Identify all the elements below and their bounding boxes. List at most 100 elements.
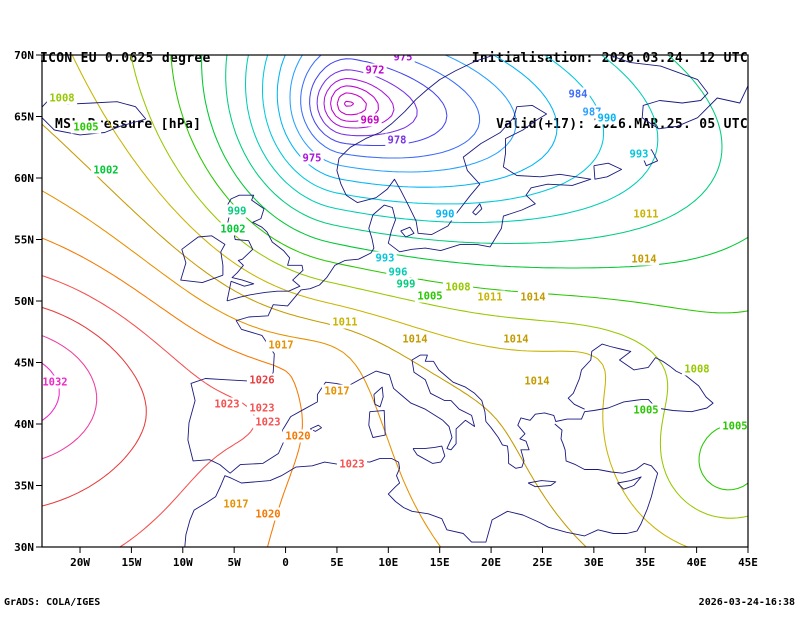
isobar-981 — [309, 58, 448, 147]
contour-label: 1023 — [339, 459, 364, 471]
isobar-1029 — [42, 335, 98, 460]
contour-label-mask — [517, 290, 549, 304]
contour-label: 1014 — [631, 254, 656, 266]
contour-label-mask — [474, 290, 506, 304]
isobar-987 — [289, 55, 517, 173]
contour-label: 999 — [228, 206, 247, 218]
isobar-1017 — [42, 190, 442, 547]
contour-label-mask — [336, 457, 368, 471]
contour-label: 1014 — [503, 334, 528, 346]
contour-label: 1020 — [255, 509, 280, 521]
lon-tick-label: 15E — [430, 556, 450, 569]
contour-label-layer: 9759729699789759849879909931008100510029… — [42, 55, 748, 521]
coastline-great-britain — [225, 194, 304, 302]
contour-label: 993 — [630, 149, 649, 161]
contour-label: 1005 — [722, 421, 747, 433]
isobar-993 — [261, 55, 605, 205]
lon-tick-label: 10E — [378, 556, 398, 569]
isobar-1002 — [201, 55, 748, 269]
coastline-lake-ladoga — [593, 162, 623, 180]
lon-tick-label: 30E — [584, 556, 604, 569]
lat-tick-label: 30N — [14, 541, 34, 554]
contour-label: 972 — [366, 65, 385, 77]
contour-label: 990 — [436, 209, 455, 221]
lat-tick-label: 35N — [14, 480, 34, 493]
isobar-1020 — [42, 237, 303, 547]
contour-label: 1011 — [477, 292, 502, 304]
coastline-europe-mainland — [187, 55, 714, 474]
coastline-mallorca — [310, 424, 322, 432]
contour-label: 993 — [376, 253, 395, 265]
contour-label: 1017 — [223, 499, 248, 511]
contour-label-mask — [394, 277, 418, 291]
contour-label: 1020 — [285, 431, 310, 443]
coastline-sardinia — [368, 410, 386, 438]
contour-label-mask — [521, 374, 553, 388]
coastline-zealand — [400, 226, 415, 238]
contour-label-mask — [225, 204, 249, 218]
lat-tick-label: 45N — [14, 357, 34, 370]
contour-label: 1014 — [402, 334, 427, 346]
contour-label: 1014 — [520, 292, 545, 304]
contour-label: 1011 — [332, 317, 357, 329]
contour-label-mask — [719, 419, 748, 433]
contour-label-mask — [630, 207, 662, 221]
coastline-sicily — [412, 445, 446, 464]
contour-label: 1002 — [220, 224, 245, 236]
contour-label: 1005 — [417, 291, 442, 303]
coastline-anatolia-levant-africa — [184, 423, 659, 547]
contour-label-mask — [252, 507, 284, 521]
contour-label-mask — [282, 429, 314, 443]
contour-label: 1005 — [633, 405, 658, 417]
contour-label-mask — [373, 251, 397, 265]
contour-label-mask — [329, 315, 361, 329]
lat-tick-label: 40N — [14, 418, 34, 431]
contour-label-mask — [252, 415, 284, 429]
contour-label-mask — [628, 252, 660, 266]
contour-label: 1005 — [73, 122, 98, 134]
contour-label-mask — [595, 111, 619, 125]
axes-layer: 70N 65N 60N 55N 50N 45N 40N 35N 30N 20W 15W 10W 5W 0 5… — [14, 49, 758, 569]
contour-label-mask — [386, 265, 410, 279]
coastline-gotland — [472, 203, 483, 216]
contour-label: 1008 — [684, 364, 709, 376]
contour-label: 1017 — [324, 386, 349, 398]
lon-tick-label: 10W — [173, 556, 193, 569]
field-title: MSL Pressure [hPa] — [55, 117, 202, 132]
contour-label-mask — [46, 91, 78, 105]
contour-label: 1008 — [49, 93, 74, 105]
contour-label-mask — [681, 362, 713, 376]
contour-label-mask — [42, 375, 71, 389]
lon-tick-label: 45E — [738, 556, 758, 569]
isobar-999 — [225, 55, 723, 245]
coastline-layer — [42, 55, 748, 547]
isobar-990 — [276, 55, 558, 188]
contour-label: 1023 — [255, 417, 280, 429]
contour-label-mask — [385, 133, 409, 147]
grads-credit: GrADS: COLA/IGES — [4, 597, 101, 608]
isobar-1011 — [71, 55, 688, 547]
lon-tick-label: 35E — [635, 556, 655, 569]
contour-label-mask — [211, 397, 243, 411]
contour-label-mask — [220, 497, 252, 511]
lon-tick-label: 5W — [228, 556, 242, 569]
contour-label-mask — [90, 163, 122, 177]
contour-label: 1026 — [249, 375, 274, 387]
contour-label: 978 — [388, 135, 407, 147]
contour-label-mask — [630, 403, 662, 417]
contour-label: 1023 — [249, 403, 274, 415]
lon-tick-label: 15W — [121, 556, 141, 569]
isobar-996 — [244, 55, 659, 224]
contour-label-mask — [500, 332, 532, 346]
contour-label-mask — [433, 207, 457, 221]
coastline-kola-white-sea — [609, 55, 748, 130]
map-frame — [41, 54, 749, 548]
contour-label-mask — [300, 151, 324, 165]
isobar-1026 — [42, 306, 147, 507]
lon-tick-label: 25E — [533, 556, 553, 569]
lon-tick-label: 0 — [282, 556, 289, 569]
contour-label-mask — [399, 332, 431, 346]
lat-tick-label: 55N — [14, 234, 34, 247]
contour-label: 984 — [569, 89, 588, 101]
